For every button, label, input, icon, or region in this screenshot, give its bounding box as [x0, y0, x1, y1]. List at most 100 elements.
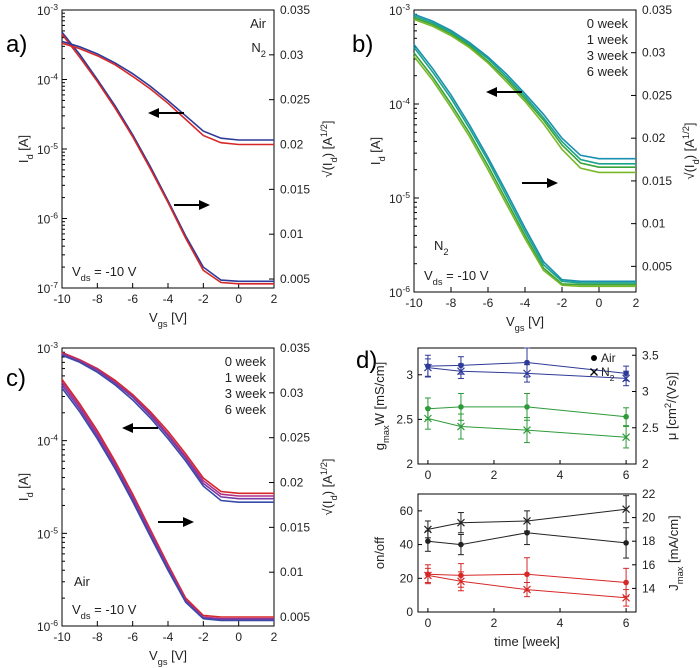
y2-tick-label: 0.03 [280, 48, 304, 62]
plot-frame [417, 493, 637, 613]
label-part: -5 [402, 190, 410, 200]
legend-air: Air [250, 16, 267, 31]
label-part: 2 [663, 403, 673, 408]
series-line-jmax-air [427, 573, 627, 583]
label-part: ds [81, 273, 91, 283]
y2-tick-label: 0.01 [280, 227, 304, 241]
label-part: [A] [16, 135, 31, 155]
label-part: 2 [443, 247, 448, 257]
series-line-3-week [413, 16, 636, 168]
y-tick-label: 10-4 [37, 72, 58, 88]
x-tick-label: -10 [53, 630, 71, 644]
label-part: ) [A [320, 137, 335, 158]
label-part: 10 [37, 282, 51, 296]
arrow-right-head [183, 517, 194, 527]
y-tick-label: 10-5 [37, 141, 58, 157]
label-part: V [149, 310, 158, 325]
data-point [457, 422, 465, 431]
y2-tick-label: 0.02 [642, 131, 666, 145]
data-point [523, 369, 531, 378]
label-part: -4 [50, 433, 58, 443]
y-tick-label: 2.5 [396, 412, 413, 426]
x-tick-label: -8 [446, 296, 457, 310]
y-axis-label: Id [A] [16, 473, 35, 501]
label-part: -3 [402, 2, 410, 12]
y2-axis-label: μ [cm2/(Vs)] [663, 372, 679, 440]
x-tick-label: 6 [623, 616, 630, 630]
label-part: 1/2 [319, 462, 329, 475]
x-axis-label: Vgs [V] [149, 310, 187, 329]
data-point [623, 579, 629, 586]
series-line-3-week [413, 52, 636, 286]
data-point [523, 426, 531, 435]
y-tick-label: 10-3 [37, 340, 58, 356]
label-part: -7 [50, 280, 58, 290]
y2-tick-label: 0.015 [642, 174, 672, 188]
series-line-air [61, 40, 274, 141]
y2-axis-label: Jmax [mA/cm] [666, 515, 685, 590]
data-point [423, 363, 432, 372]
y-tick-label: 10-7 [37, 280, 58, 296]
legend-x-marker [590, 368, 598, 376]
label-part: ) [A [320, 475, 335, 496]
y-tick-label: 60 [400, 504, 414, 518]
series-line-0-week [413, 13, 636, 160]
label-part: V [424, 268, 433, 283]
x-tick-label: 2 [271, 292, 278, 306]
series-line-0-week [413, 44, 636, 283]
arrow-right-head [199, 200, 210, 210]
label-part: 10 [389, 98, 403, 112]
label-part: /(Vs)] [664, 372, 679, 403]
y2-tick-label: 3.5 [642, 348, 659, 362]
label-part: ] [682, 122, 697, 126]
series-line-gmaxw-n2 [427, 418, 627, 438]
label-part: N [251, 40, 260, 55]
series-line-6-week [413, 56, 636, 288]
y2-tick-label: 0.01 [642, 217, 666, 231]
y-tick-label: 10-3 [389, 2, 410, 18]
label-part: ) [A [682, 139, 697, 160]
label-part: 10 [389, 192, 403, 206]
series-line-1-week [61, 352, 274, 497]
legend-3-week: 3 week [225, 386, 267, 401]
series-line-6-week [61, 354, 274, 504]
y-tick-label: 40 [400, 538, 414, 552]
y-axis-label: gmaxW [mS/cm] [372, 362, 391, 450]
y2-tick-label: 16 [642, 558, 656, 572]
x-tick-label: 0 [235, 630, 242, 644]
legend-6-week: 6 week [225, 402, 267, 417]
x-tick-label: 4 [557, 468, 564, 482]
x-tick-label: 0 [235, 292, 242, 306]
legend-1-week: 1 week [225, 370, 267, 385]
y-tick-label: 3 [406, 368, 413, 382]
label-part: gs [158, 319, 168, 329]
label-part: d [377, 156, 387, 161]
y2-axis-label: √(Id) [A1/2] [319, 120, 339, 177]
data-point [423, 414, 432, 423]
panel-0: -10 -8 -6 -4 -2 0 210-310-410-510-610-70.0350.… [16, 2, 339, 329]
panel-letter-a: a) [6, 31, 27, 58]
label-part: 10 [37, 620, 51, 634]
label-part: d [329, 495, 339, 500]
y2-tick-label: 0.02 [280, 138, 304, 152]
y2-tick-label: 0.005 [642, 259, 672, 273]
label-part: 1/2 [319, 124, 329, 137]
x-tick-label: -2 [198, 630, 209, 644]
label-part: N [434, 238, 443, 253]
series-line-6-week [61, 387, 274, 622]
label-part: N [601, 365, 610, 379]
series-line-3-week [61, 384, 274, 621]
x-tick-label: 6 [623, 468, 630, 482]
label-part: -5 [50, 141, 58, 151]
y2-tick-label: 18 [642, 534, 656, 548]
y-axis-label: on/off [372, 536, 387, 569]
x-tick-label: -6 [127, 630, 138, 644]
label-part: 2 [610, 373, 615, 383]
legend-n2: N2 [251, 40, 266, 59]
label-part: [V] [525, 314, 545, 329]
y-tick-label: 2 [406, 457, 413, 471]
x-tick-label: 2 [271, 630, 278, 644]
legend-1-week: 1 week [587, 32, 629, 47]
label-part: -4 [50, 72, 58, 82]
